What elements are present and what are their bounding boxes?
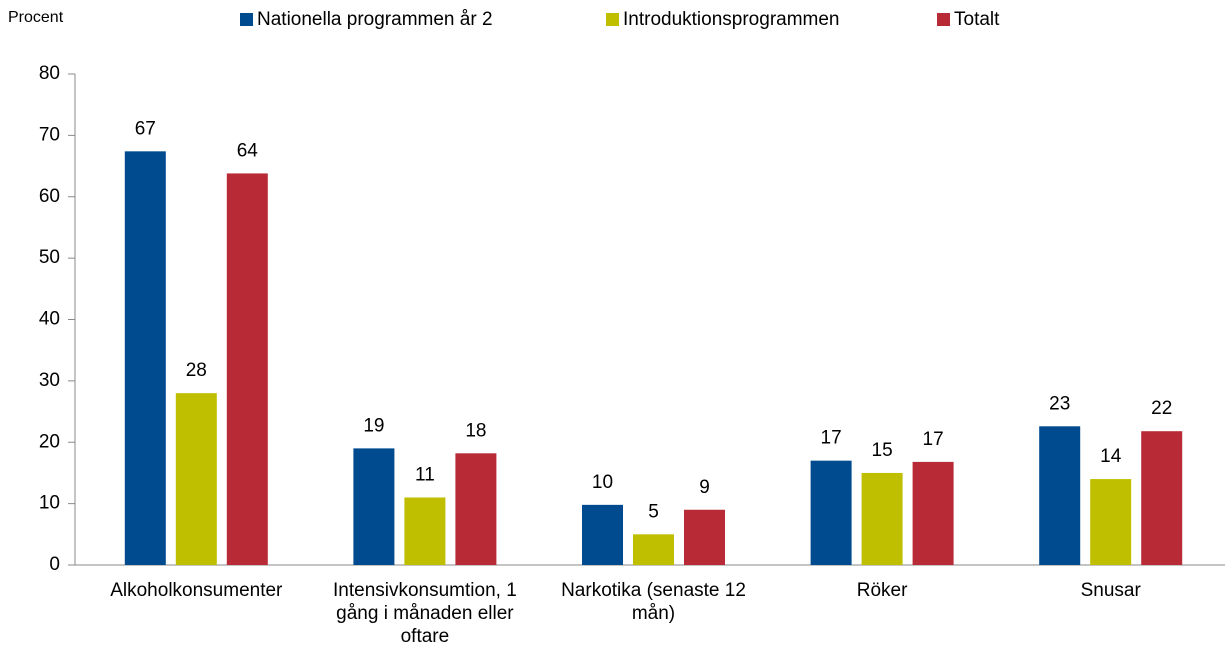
y-tick-label: 70 <box>39 124 60 145</box>
x-tick-label: Narkotika (senaste 12 mån) <box>561 580 746 624</box>
x-tick-label: Snusar <box>1080 580 1141 601</box>
bar <box>175 393 217 565</box>
y-tick-label: 80 <box>39 63 60 84</box>
y-tick-label: 10 <box>39 493 60 514</box>
y-axis-label: Procent <box>8 9 64 26</box>
legend-label: Totalt <box>954 9 1000 30</box>
bar <box>633 534 674 565</box>
data-label: 17 <box>923 429 944 450</box>
bar <box>404 497 446 565</box>
legend-swatch <box>606 13 619 26</box>
data-label: 64 <box>237 140 259 161</box>
y-tick-label: 40 <box>39 309 60 330</box>
data-label: 14 <box>1100 446 1122 467</box>
data-label: 17 <box>821 428 842 449</box>
data-label: 22 <box>1151 398 1172 419</box>
data-label: 67 <box>135 118 156 139</box>
data-label: 28 <box>186 360 207 381</box>
data-label: 10 <box>592 472 613 493</box>
data-label: 18 <box>465 420 486 441</box>
bar <box>582 504 623 565</box>
bar <box>912 461 954 565</box>
bar <box>684 509 725 565</box>
x-tick-label: Röker <box>856 580 908 601</box>
data-label: 11 <box>415 465 435 486</box>
bar <box>1039 426 1081 565</box>
y-tick-label: 0 <box>49 554 60 575</box>
legend-swatch <box>937 13 950 26</box>
bar <box>455 453 497 565</box>
x-tick-label: Alkoholkonsumenter <box>110 580 283 601</box>
data-label: 9 <box>699 477 710 498</box>
legend-swatch <box>240 13 253 26</box>
bar <box>1141 431 1183 565</box>
bar <box>124 151 166 565</box>
bar <box>810 460 852 565</box>
data-label: 23 <box>1049 393 1070 414</box>
x-tick-label: Intensivkonsumtion, 1 gång i månaden ell… <box>333 580 517 647</box>
data-label: 5 <box>648 501 659 522</box>
legend-label: Nationella programmen år 2 <box>257 9 493 30</box>
y-tick-label: 60 <box>39 186 60 207</box>
bar <box>1090 479 1132 565</box>
bar <box>861 472 903 565</box>
y-tick-label: 50 <box>39 247 60 268</box>
bar <box>353 448 395 565</box>
y-tick-label: 20 <box>39 431 60 452</box>
legend-label: Introduktionsprogrammen <box>623 9 840 30</box>
data-label: 15 <box>872 440 893 461</box>
bar <box>226 173 268 566</box>
data-label: 19 <box>363 415 384 436</box>
y-tick-label: 30 <box>39 370 60 391</box>
